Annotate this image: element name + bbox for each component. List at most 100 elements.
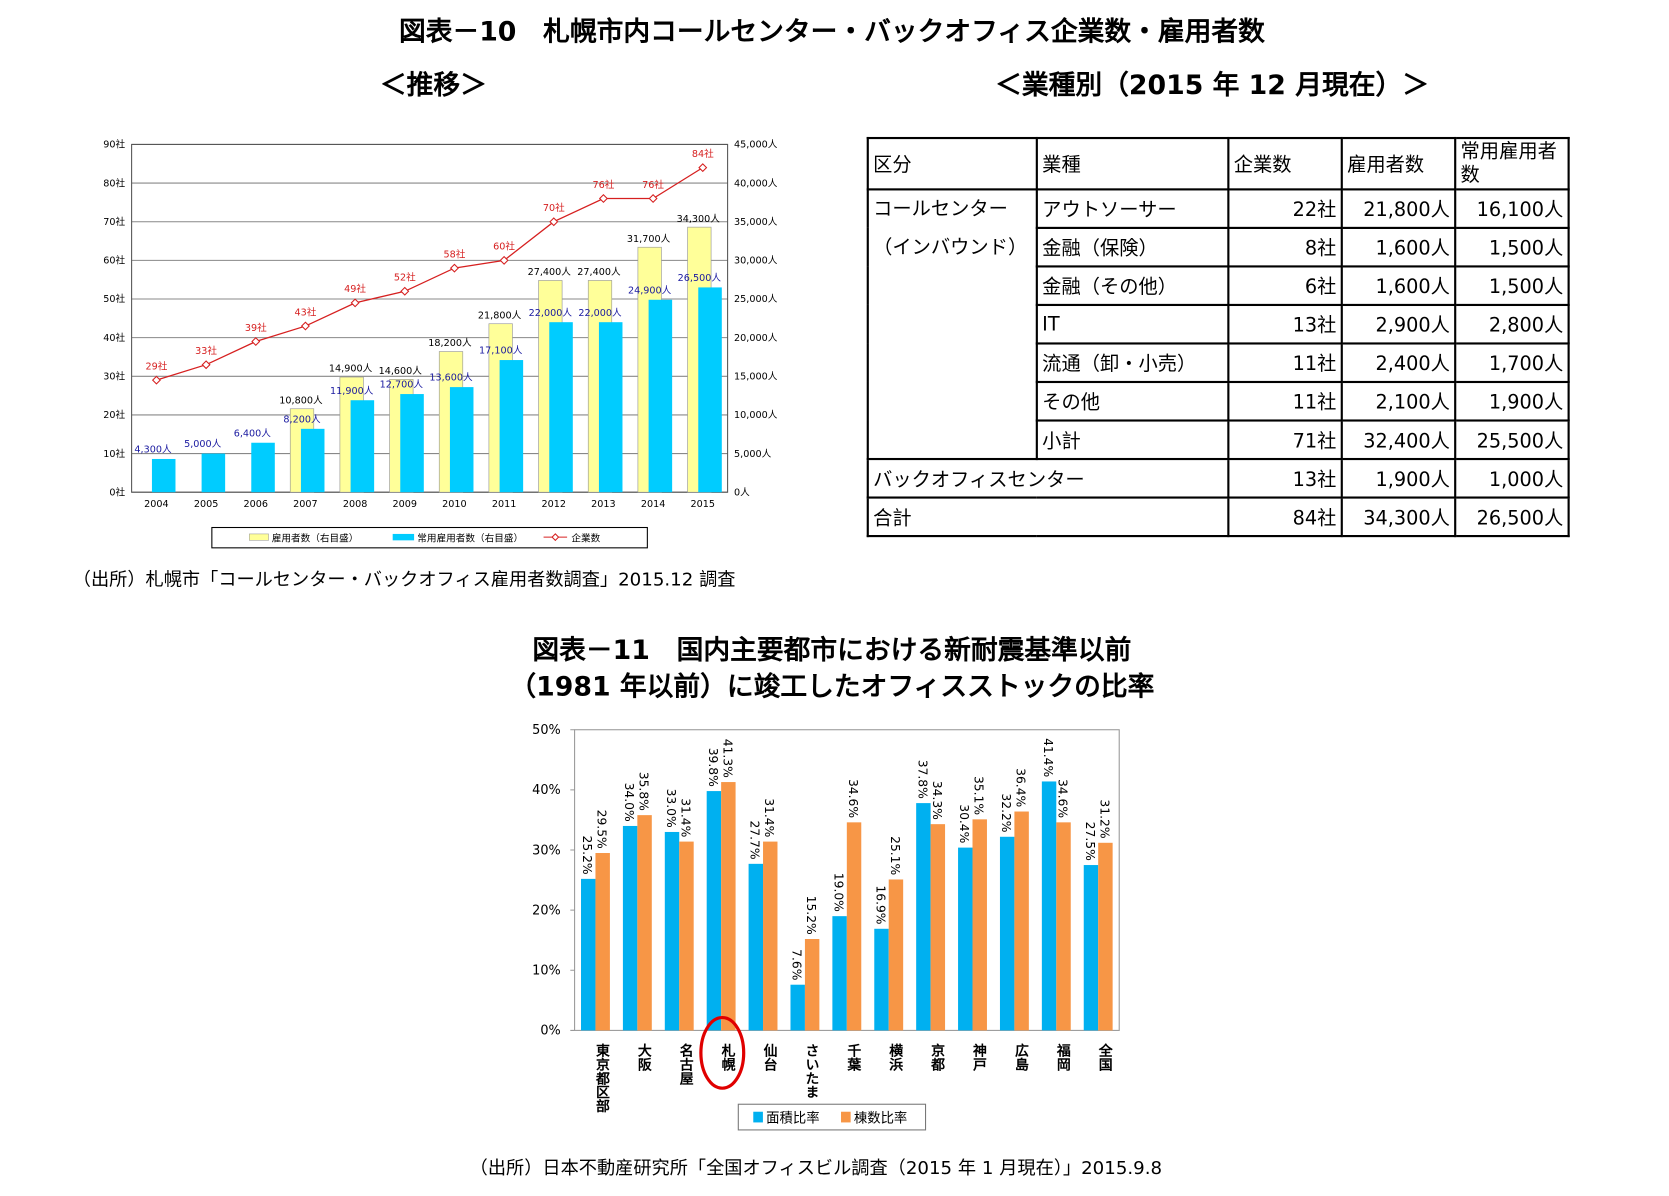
x-tick-label: 2011 (492, 499, 517, 510)
fig11-source: （出所）日本不動産研究所「全国オフィスビル調査（2015 年 1 月現在）」20… (469, 1157, 1163, 1180)
employees-cell: 34,300人 (1340, 496, 1457, 538)
bar-regular-employees (598, 322, 623, 493)
label-count-ratio: 31.4% (678, 798, 692, 837)
companies-cell: 71社 (1227, 419, 1343, 461)
companies-cell: 6社 (1227, 265, 1343, 307)
x-tick-label: 仙台 (762, 1042, 778, 1072)
label-count-ratio: 31.4% (762, 798, 776, 837)
plot-area (131, 143, 729, 493)
label-area-ratio: 39.8% (706, 748, 720, 787)
bar-regular-employees (698, 287, 722, 493)
x-tick-label: 全国 (1097, 1042, 1114, 1072)
label-area-ratio: 25.2% (580, 836, 594, 875)
fig10-source: （出所）札幌市「コールセンター・バックオフィス雇用者数調査」2015.12 調査 (72, 569, 736, 591)
chart-trend: 0社 0人 10社 5,000人 20社 10,000人 30社 15,000人 40社 20,0… (103, 139, 778, 549)
left-tick-label: 10社 (103, 448, 125, 460)
label-count-ratio: 25.1% (888, 836, 902, 875)
y-tick-label: 30% (532, 843, 561, 858)
legend-label-regular-employees: 常用雇用者数（右目盛） (417, 532, 523, 544)
label-count-ratio: 34.6% (1055, 779, 1069, 818)
bar-regular-employees (151, 458, 176, 493)
bar-regular-employees (300, 428, 325, 493)
legend-swatch-regular-employees (392, 533, 415, 541)
label-companies: 76社 (642, 179, 664, 191)
label-regular-employees: 6,400人 (234, 428, 272, 439)
x-tick-label: 札幌 (720, 1042, 737, 1072)
label-count-ratio: 35.8% (636, 772, 650, 811)
label-regular-employees: 22,000人 (578, 308, 622, 319)
category-cell: バックオフィスセンター (866, 457, 1230, 499)
employees-cell: 2,900人 (1340, 303, 1457, 345)
label-area-ratio: 32.2% (999, 793, 1013, 832)
marker-companies (300, 321, 310, 331)
fig10-subtitle-trend: ＜推移＞ (379, 69, 487, 101)
label-count-ratio: 15.2% (804, 896, 818, 935)
bar-count-ratio (1014, 811, 1029, 1031)
marker-companies (151, 375, 161, 385)
label-regular-employees: 11,900人 (330, 386, 374, 397)
industry-table: 区分 業種 企業数 雇用者数 常用雇用者数 コールセンター （インバウンド） アウト… (866, 136, 1570, 538)
label-regular-employees: 8,200人 (283, 414, 321, 425)
bar-area-ratio (706, 791, 722, 1031)
companies-cell: 11社 (1227, 342, 1343, 384)
bar-count-ratio (763, 841, 778, 1031)
employees-cell: 21,800人 (1340, 188, 1457, 229)
label-regular-employees: 26,500人 (678, 273, 722, 284)
bar-area-ratio (581, 878, 596, 1031)
x-tick-label: 名古屋 (678, 1042, 694, 1086)
regular-employees-cell: 1,000人 (1454, 457, 1570, 499)
label-regular-employees: 24,900人 (628, 285, 672, 296)
bar-count-ratio (679, 841, 694, 1031)
label-area-ratio: 19.0% (832, 873, 846, 912)
right-tick-label: 40,000人 (734, 178, 778, 189)
group-call-center: コールセンター （インバウンド） (866, 188, 1038, 461)
table-row: 小計 71社 32,400人 25,500人 (868, 419, 1570, 461)
bar-regular-employees (350, 400, 375, 493)
y-tick-label: 40% (532, 783, 561, 798)
left-tick-label: 30社 (103, 370, 125, 382)
header-category: 区分 (866, 136, 1038, 191)
label-employees: 27,400人 (528, 267, 572, 278)
right-tick-label: 10,000人 (734, 410, 778, 421)
header-employees: 雇用者数 (1340, 136, 1457, 191)
group-line1: コールセンター (873, 197, 1008, 221)
employees-cell: 1,600人 (1340, 265, 1457, 307)
legend-label-companies: 企業数 (571, 532, 600, 544)
x-tick-label: 福岡 (1055, 1042, 1072, 1072)
label-count-ratio: 34.6% (846, 779, 860, 818)
highlight-circle (699, 1015, 746, 1090)
x-tick-label: 東京都区部 (594, 1042, 611, 1114)
legend-box (737, 1103, 927, 1131)
label-regular-employees: 22,000人 (529, 308, 573, 319)
x-tick-label: 横浜 (887, 1042, 903, 1072)
right-tick-label: 0人 (734, 487, 750, 498)
bar-area-ratio (622, 825, 638, 1031)
label-companies: 43社 (295, 306, 317, 318)
x-tick-label: 2014 (641, 499, 666, 510)
bar-regular-employees (449, 387, 474, 493)
label-companies: 29社 (146, 360, 168, 372)
label-employees: 14,600人 (379, 366, 423, 377)
right-tick-label: 30,000人 (734, 256, 778, 267)
x-tick-label: 2004 (144, 499, 169, 510)
table-row-total: 合計 84社 34,300人 26,500人 (866, 496, 1570, 538)
bar-area-ratio (999, 836, 1015, 1031)
bar-count-ratio (721, 782, 736, 1031)
label-employees: 21,800人 (478, 310, 522, 321)
label-companies: 58社 (444, 248, 466, 260)
category-cell: 合計 (866, 496, 1230, 538)
y-tick-label: 20% (532, 903, 561, 918)
x-tick-label: 広島 (1013, 1042, 1029, 1072)
table-row: IT 13社 2,900人 2,800人 (868, 303, 1570, 345)
employees-cell: 1,900人 (1340, 457, 1457, 499)
bar-area-ratio (874, 928, 889, 1031)
label-companies: 84社 (692, 148, 714, 160)
left-tick-label: 80社 (103, 177, 125, 189)
table-row: その他 11社 2,100人 1,900人 (868, 380, 1570, 422)
table-row: 金融（保険） 8社 1,600人 1,500人 (868, 226, 1570, 268)
y-tick-label: 50% (532, 723, 561, 738)
bar-regular-employees (648, 299, 673, 493)
label-companies: 39社 (245, 322, 267, 334)
x-tick-label: 2008 (343, 499, 367, 510)
marker-companies (201, 360, 211, 370)
